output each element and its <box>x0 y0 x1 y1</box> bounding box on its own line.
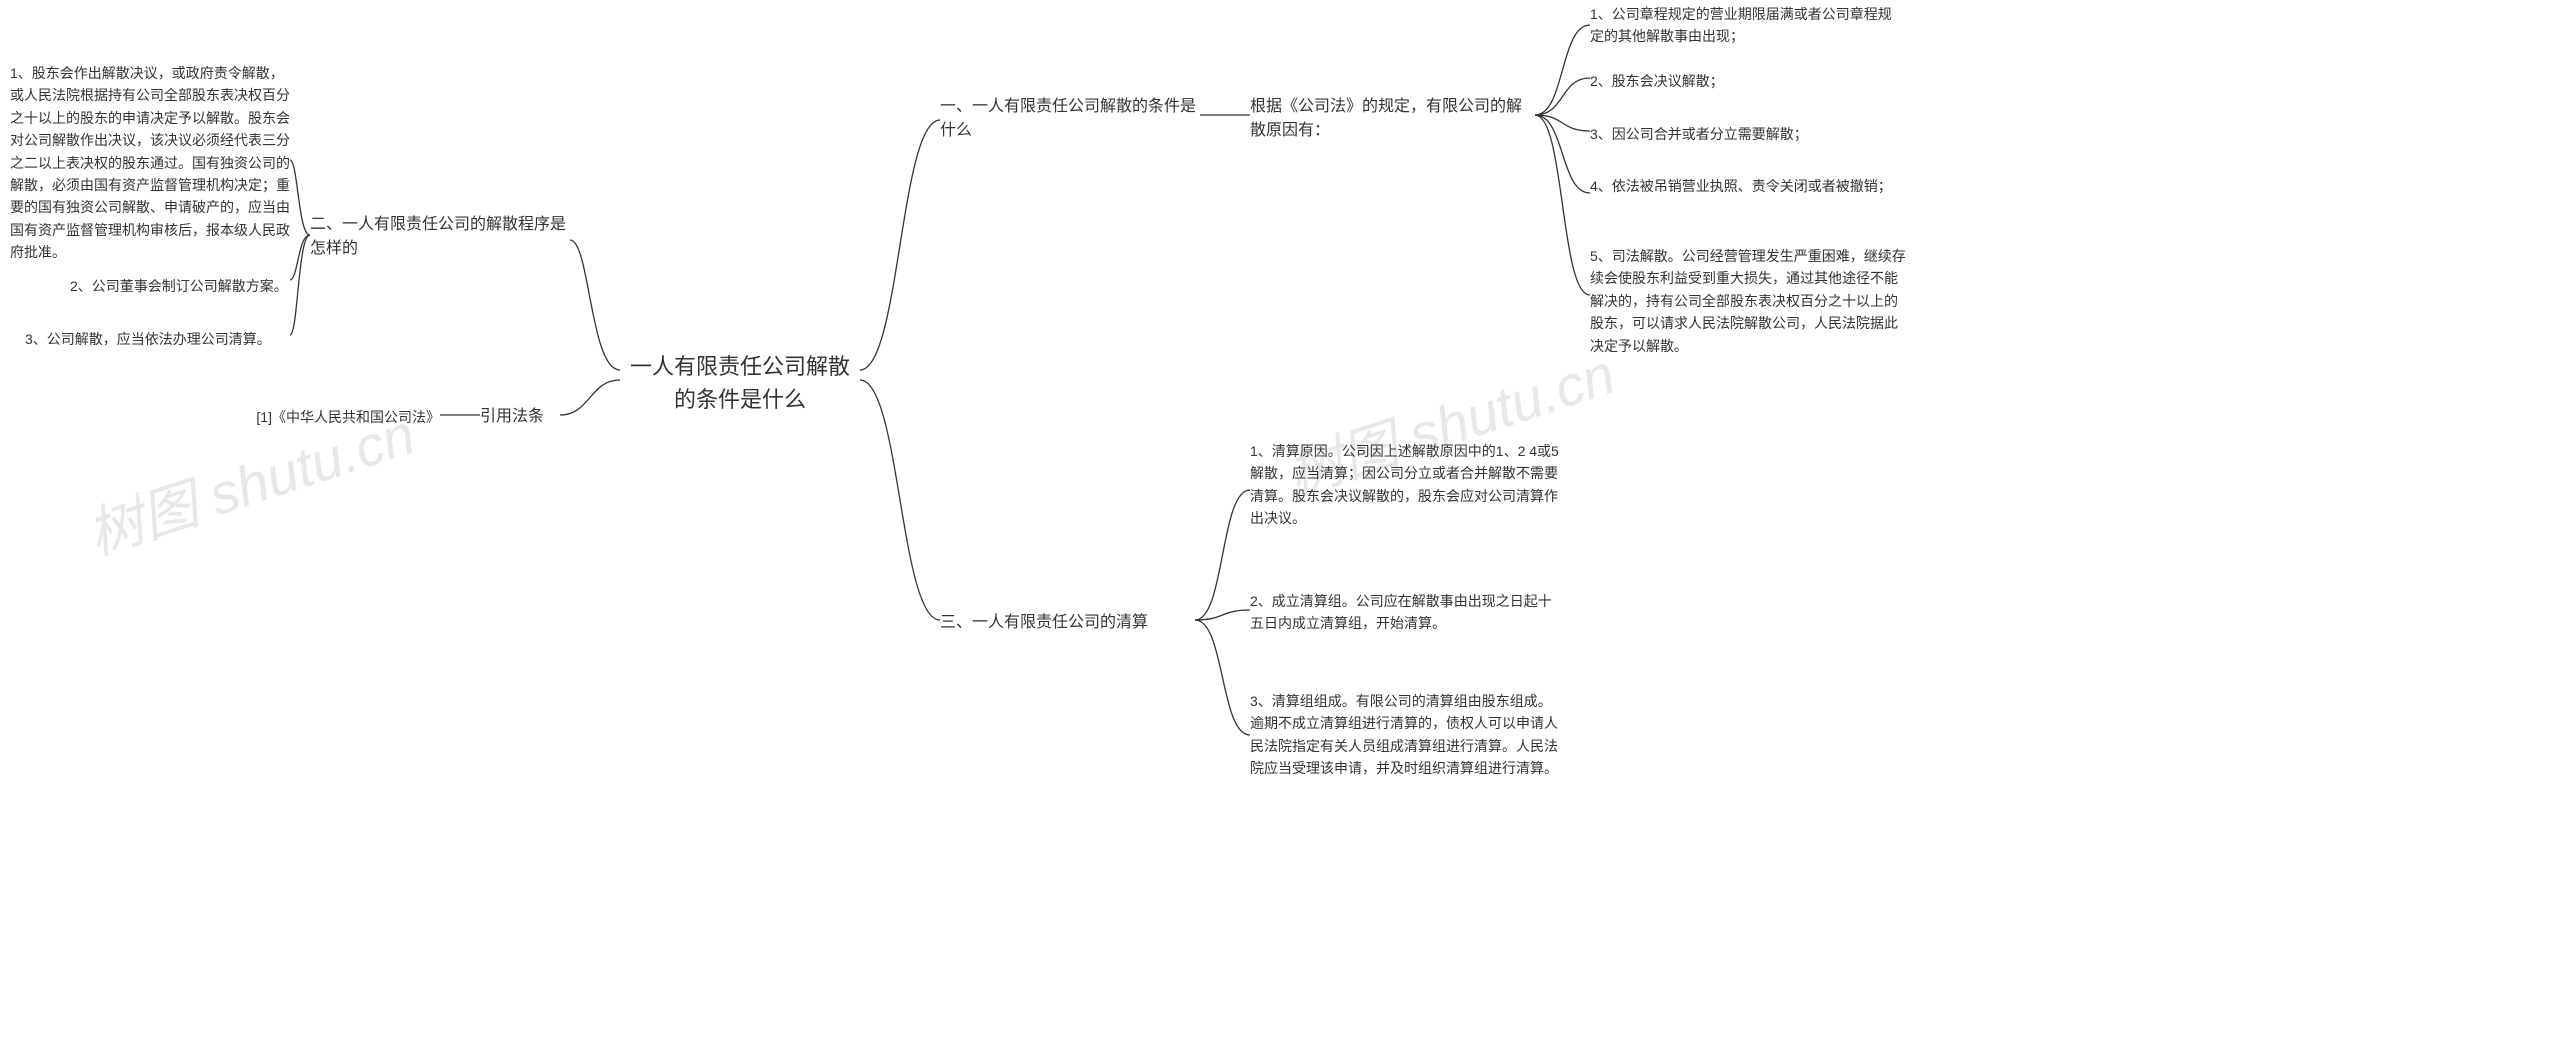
b2-item-2: 2、公司董事会制订公司解散方案。 <box>70 275 290 297</box>
branch-3: 三、一人有限责任公司的清算 <box>940 611 1200 635</box>
b3-item-3: 3、清算组组成。有限公司的清算组由股东组成。逾期不成立清算组进行清算的，债权人可… <box>1250 690 1560 780</box>
root-node: 一人有限责任公司解散的条件是什么 <box>620 350 860 416</box>
b1-item-2: 2、股东会决议解散； <box>1590 70 1900 92</box>
b1-item-3: 3、因公司合并或者分立需要解散； <box>1590 123 1900 145</box>
b2-item-3: 3、公司解散，应当依法办理公司清算。 <box>25 328 290 350</box>
branch-1-sub: 根据《公司法》的规定，有限公司的解散原因有： <box>1250 95 1530 143</box>
b3-item-1: 1、清算原因。公司因上述解散原因中的1、2 4或5解散，应当清算；因公司分立或者… <box>1250 440 1560 530</box>
b1-item-5: 5、司法解散。公司经营管理发生严重困难，继续存续会使股东利益受到重大损失，通过其… <box>1590 245 1910 357</box>
branch-2: 二、一人有限责任公司的解散程序是怎样的 <box>310 213 570 261</box>
b1-item-1: 1、公司章程规定的营业期限届满或者公司章程规定的其他解散事由出现； <box>1590 3 1900 48</box>
b1-item-4: 4、依法被吊销营业执照、责令关闭或者被撤销； <box>1590 175 1900 197</box>
ref-item: [1]《中华人民共和国公司法》 <box>230 406 440 428</box>
ref-branch: 引用法条 <box>480 405 560 429</box>
branch-1: 一、一人有限责任公司解散的条件是什么 <box>940 95 1200 143</box>
b2-item-1: 1、股东会作出解散决议，或政府责令解散，或人民法院根据持有公司全部股东表决权百分… <box>10 62 290 264</box>
b3-item-2: 2、成立清算组。公司应在解散事由出现之日起十五日内成立清算组，开始清算。 <box>1250 590 1560 635</box>
